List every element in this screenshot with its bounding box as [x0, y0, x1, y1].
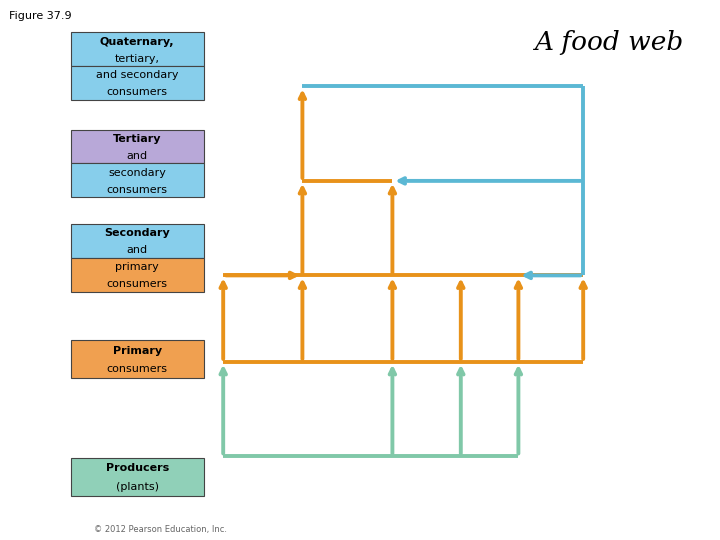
Bar — [71, 224, 204, 258]
Text: tertiary,: tertiary, — [114, 53, 160, 64]
Text: A food web: A food web — [534, 30, 683, 55]
Text: primary: primary — [115, 262, 159, 272]
Text: Tertiary: Tertiary — [113, 134, 161, 144]
Bar — [71, 130, 204, 163]
Text: and secondary: and secondary — [96, 70, 179, 80]
Bar — [71, 258, 204, 292]
Text: Figure 37.9: Figure 37.9 — [9, 11, 71, 21]
Bar — [71, 32, 204, 66]
Text: (plants): (plants) — [116, 482, 158, 492]
Text: and: and — [127, 245, 148, 255]
Bar — [71, 163, 204, 197]
Text: consumers: consumers — [107, 279, 168, 289]
Text: secondary: secondary — [108, 167, 166, 178]
Text: © 2012 Pearson Education, Inc.: © 2012 Pearson Education, Inc. — [94, 524, 227, 534]
Bar — [71, 458, 204, 496]
Bar — [71, 66, 204, 100]
Bar — [71, 340, 204, 378]
Text: Quaternary,: Quaternary, — [100, 37, 174, 46]
Text: Primary: Primary — [112, 346, 162, 356]
Text: consumers: consumers — [107, 87, 168, 97]
Text: Producers: Producers — [106, 463, 168, 474]
Text: Secondary: Secondary — [104, 228, 170, 238]
Text: and: and — [127, 151, 148, 161]
Text: consumers: consumers — [107, 185, 168, 194]
Text: consumers: consumers — [107, 364, 168, 375]
